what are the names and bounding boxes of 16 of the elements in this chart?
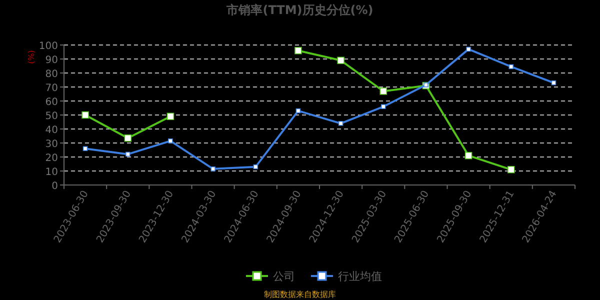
y-tick-label: 70	[45, 83, 58, 94]
y-tick-label: 20	[45, 153, 58, 164]
y-tick-label: 30	[45, 139, 58, 150]
y-tick-label: 100	[38, 41, 58, 52]
y-tick-label: 60	[45, 97, 58, 108]
y-axis-title: (%)	[27, 50, 36, 64]
y-tick-label: 90	[45, 55, 58, 66]
legend-label: 行业均值	[338, 270, 382, 283]
y-tick-label: 80	[45, 69, 58, 80]
y-tick-label: 10	[45, 167, 58, 178]
y-tick-label: 40	[45, 125, 58, 136]
y-tick-label: 50	[45, 111, 58, 122]
title: 市销率(TTM)历史分位(%)	[226, 3, 374, 17]
y-tick-label: 0	[52, 181, 58, 192]
text: 制图数据来自数据库	[264, 290, 336, 299]
legend-label: 公司	[273, 270, 295, 283]
